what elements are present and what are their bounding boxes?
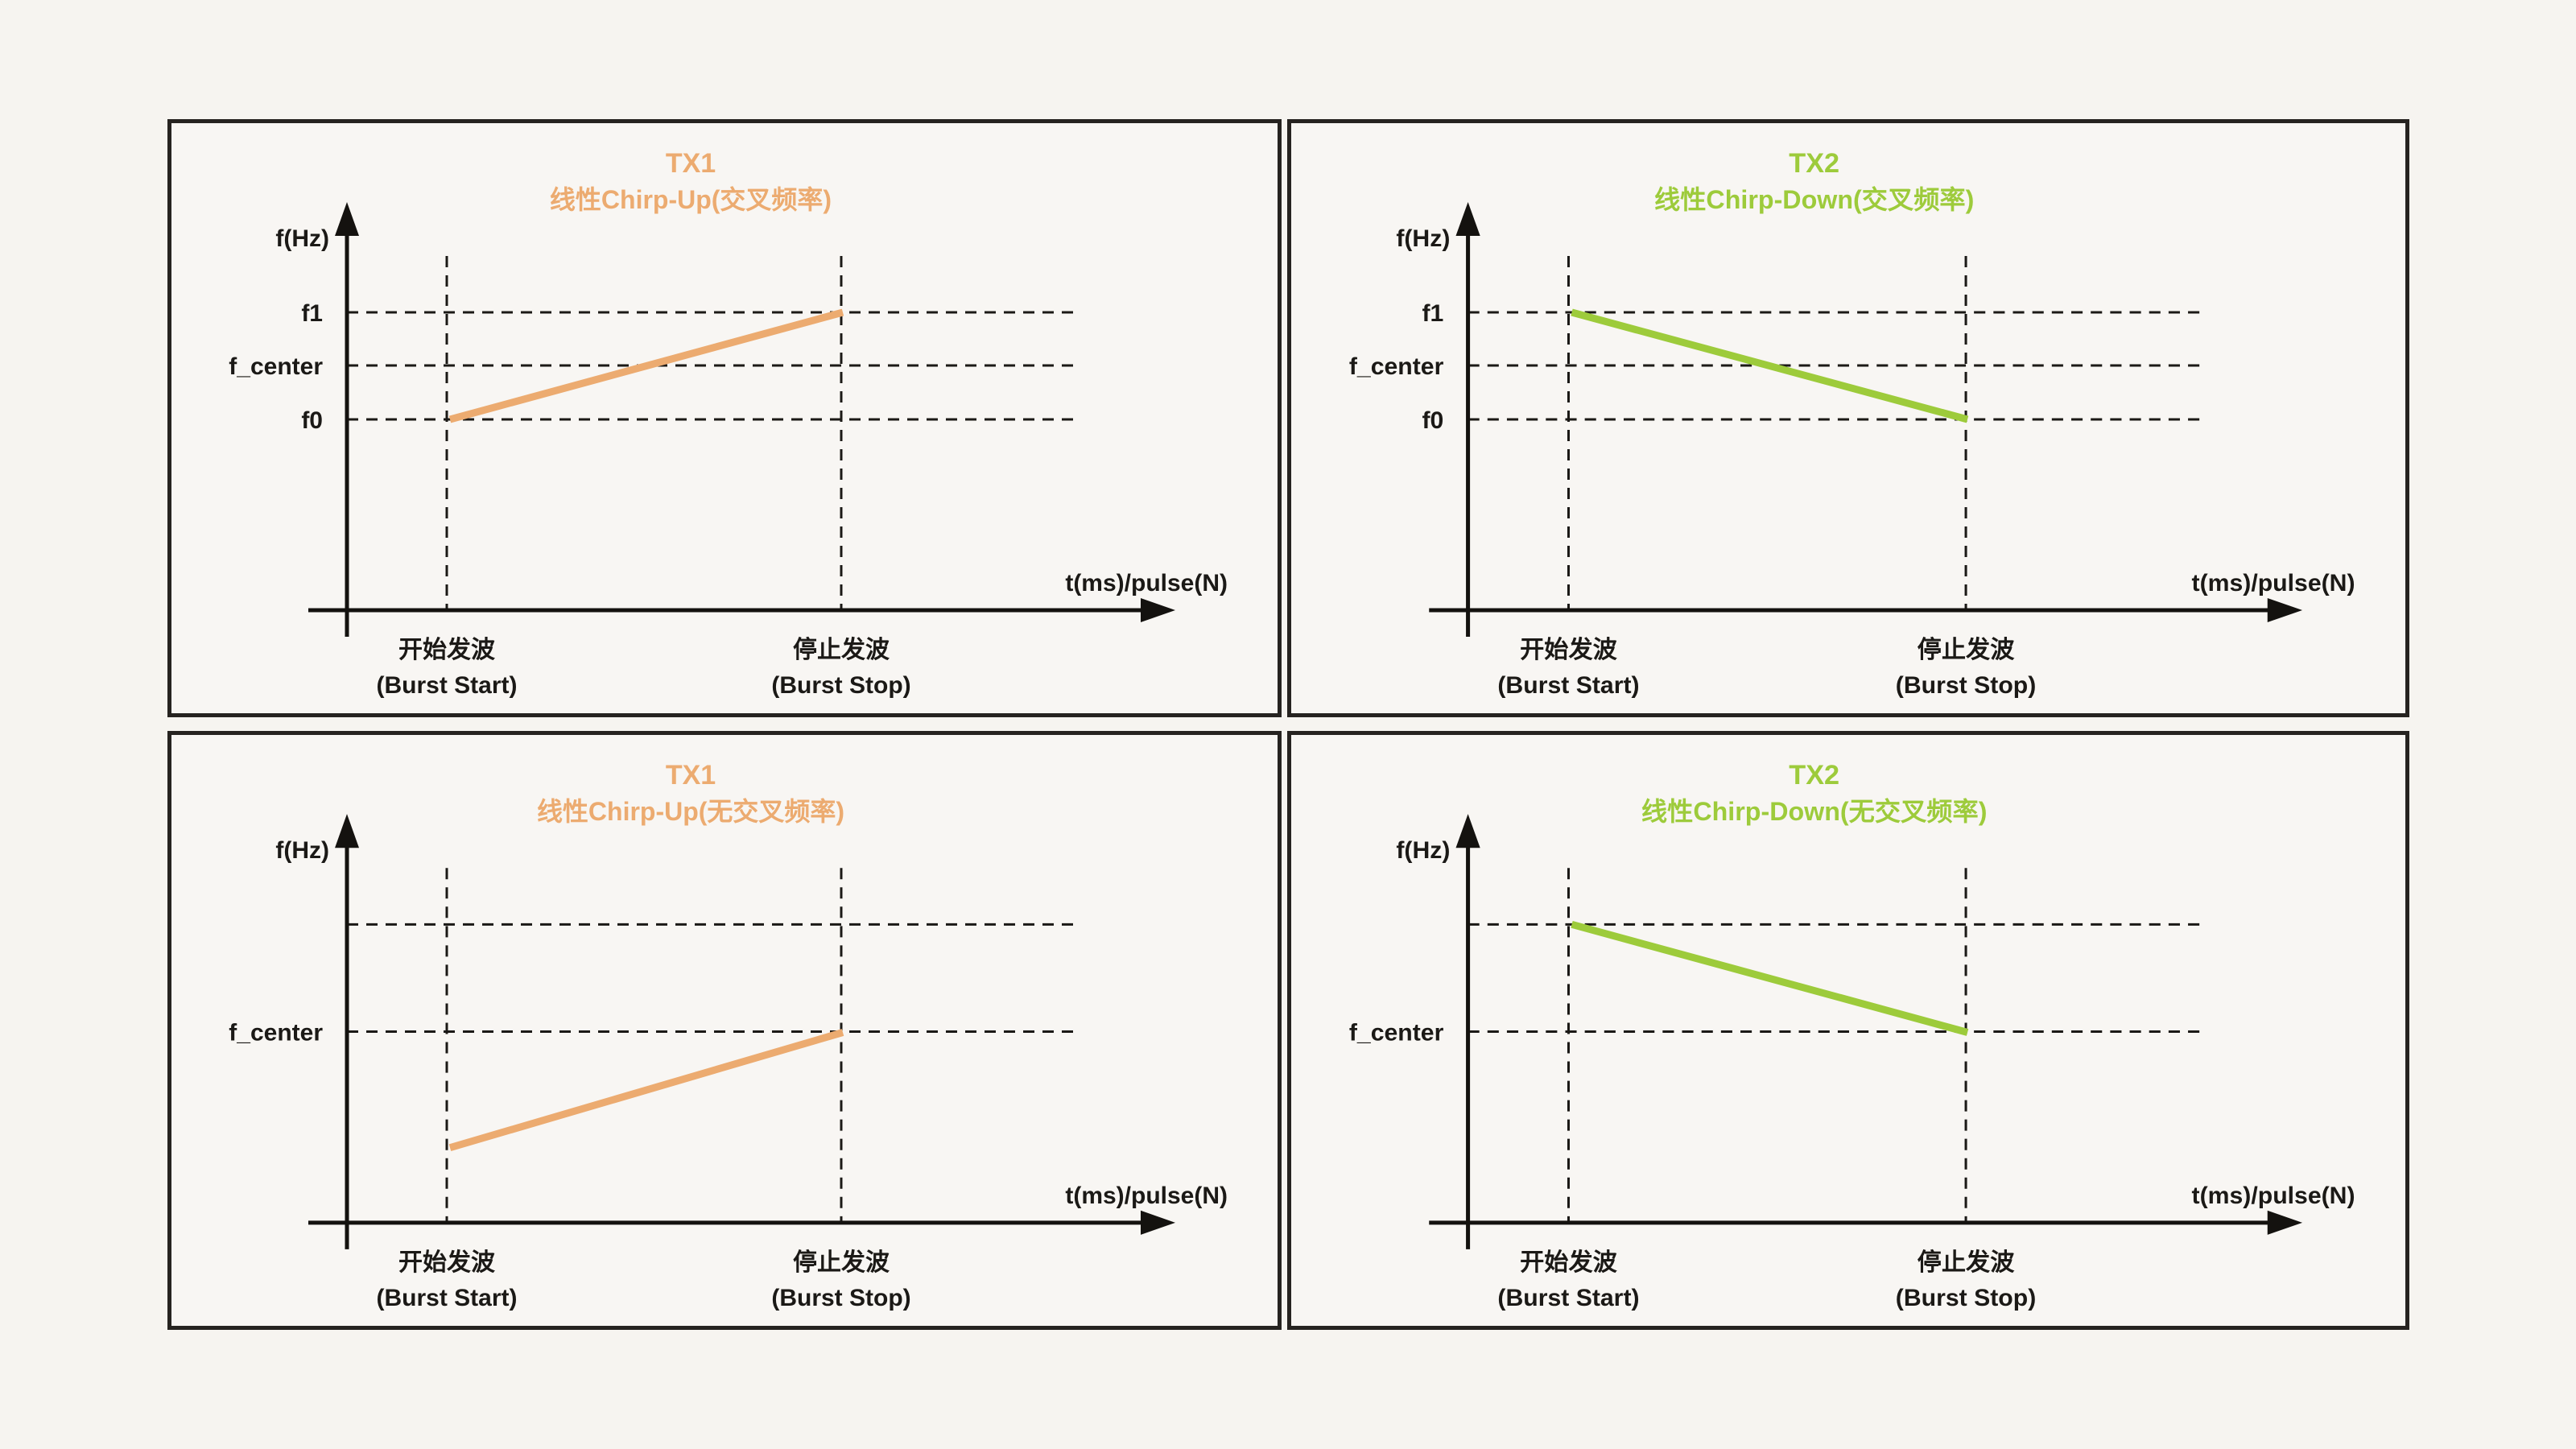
chirp-line [1571,308,1969,423]
chart-panel-tx2-no-crossing: TX2 线性Chirp-Down(无交叉频率) f(Hz) t(ms)/puls… [1287,731,2409,1330]
x-axis-arrowhead [1141,598,1175,622]
f1-label: f1 [301,300,323,327]
panel-title: TX1 [666,760,716,791]
y-axis-arrowhead [1455,814,1480,848]
x-axis-label: t(ms)/pulse(N) [2192,1183,2355,1209]
y-axis-label: f(Hz) [275,837,329,864]
burst-start-label-en: (Burst Start) [1497,1285,1639,1311]
panel-subtitle: 线性Chirp-Down(无交叉频率) [1641,797,1988,826]
f-center-label: f_center [229,353,323,380]
burst-stop-label-cn: 停止发波 [1918,637,2016,663]
chart-panel-tx2-crossing: TX2 线性Chirp-Down(交叉频率) f(Hz) t(ms)/pulse… [1287,119,2409,717]
x-axis-label: t(ms)/pulse(N) [1065,1183,1228,1209]
panel-subtitle: 线性Chirp-Down(交叉频率) [1654,185,1974,214]
f-center-label: f_center [229,1019,323,1046]
panel-title: TX2 [1789,148,1839,179]
burst-stop-label-en: (Burst Stop) [1896,1285,2036,1311]
chirp-line [448,1029,844,1152]
burst-start-label-cn: 开始发波 [1520,1249,1618,1276]
x-axis-arrowhead [2267,1210,2303,1235]
chart-panel-tx1-no-crossing: TX1 线性Chirp-Up(无交叉频率) f(Hz) t(ms)/pulse(… [167,731,1282,1330]
panel-title: TX2 [1789,760,1839,791]
chirp-line [1571,920,1969,1036]
y-axis-arrowhead [335,814,359,848]
x-axis-arrowhead [2267,598,2303,622]
panel-subtitle: 线性Chirp-Up(交叉频率) [550,185,832,214]
x-axis-label: t(ms)/pulse(N) [2192,570,2355,597]
x-axis-label: t(ms)/pulse(N) [1065,570,1228,597]
f0-label: f0 [301,407,323,434]
y-axis-arrowhead [335,202,359,236]
f-center-label: f_center [1349,1020,1444,1046]
y-axis-label: f(Hz) [1396,225,1450,252]
chirp-chart: TX2 线性Chirp-Down(无交叉频率) f(Hz) t(ms)/puls… [1349,760,2355,1311]
f1-label: f1 [1422,300,1444,327]
burst-stop-label-cn: 停止发波 [1918,1249,2016,1276]
panel-subtitle: 线性Chirp-Up(无交叉频率) [537,797,844,826]
burst-start-label-en: (Burst Start) [376,672,517,699]
chirp-chart: TX1 线性Chirp-Up(无交叉频率) f(Hz) t(ms)/pulse(… [229,760,1228,1311]
f0-label: f0 [1422,407,1444,434]
burst-start-label-cn: 开始发波 [398,637,496,663]
chirp-chart: TX2 线性Chirp-Down(交叉频率) f(Hz) t(ms)/pulse… [1349,148,2355,699]
burst-start-label-en: (Burst Start) [377,1285,518,1311]
burst-stop-label-en: (Burst Stop) [1896,672,2036,699]
y-axis-label: f(Hz) [275,225,329,252]
chart-panel-tx1-crossing: TX1 线性Chirp-Up(交叉频率) f(Hz) t(ms)/pulse(N… [167,119,1282,717]
f-center-label: f_center [1349,353,1444,380]
panel-title: TX1 [666,148,716,179]
y-axis-arrowhead [1455,202,1480,236]
burst-stop-label-cn: 停止发波 [793,1249,890,1276]
burst-start-label-cn: 开始发波 [1520,637,1618,663]
burst-stop-label-en: (Burst Stop) [771,672,910,699]
chirp-line [448,308,844,423]
burst-stop-label-en: (Burst Stop) [771,1285,910,1311]
burst-stop-label-cn: 停止发波 [793,637,890,663]
x-axis-arrowhead [1141,1210,1175,1235]
burst-start-label-en: (Burst Start) [1497,672,1639,699]
chirp-chart: TX1 线性Chirp-Up(交叉频率) f(Hz) t(ms)/pulse(N… [229,148,1228,699]
y-axis-label: f(Hz) [1396,837,1450,864]
burst-start-label-cn: 开始发波 [398,1249,496,1276]
